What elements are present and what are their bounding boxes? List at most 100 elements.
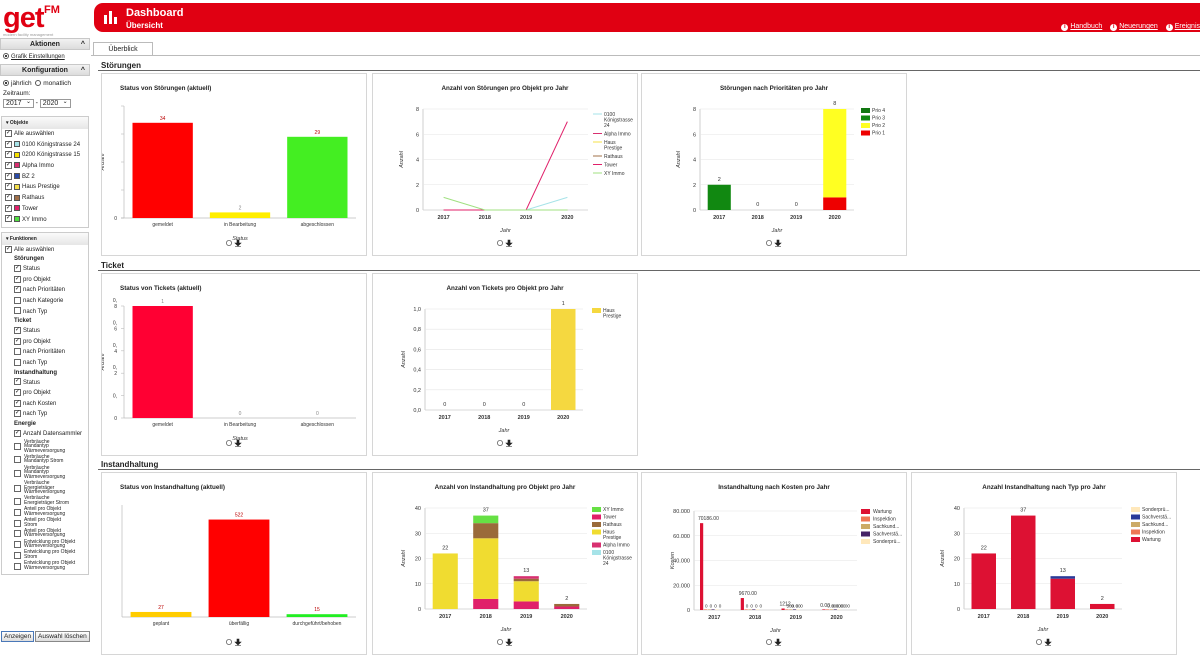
function-item[interactable]: ✓ nach Prioritäten xyxy=(2,285,88,296)
x-tick-label: 2017 xyxy=(978,614,990,620)
chart-footer-icons xyxy=(226,439,242,447)
function-item[interactable]: Verbräuche Mandantyp Wärmeversorgung xyxy=(2,465,88,481)
objekt-item[interactable]: ✓ 0100 Königstrasse 24 xyxy=(2,140,88,151)
legend-label: Rathaus xyxy=(604,154,623,160)
link-ereignis[interactable]: i Ereignis xyxy=(1165,23,1200,31)
function-item[interactable]: ✓ pro Objekt xyxy=(2,388,88,399)
function-label: Mandantyp xyxy=(24,443,49,450)
y-axis-label: Anzahl xyxy=(676,150,682,169)
function-item[interactable]: Verbräuche Energieträger Wärmeversorgung xyxy=(2,481,88,496)
bar xyxy=(755,609,760,610)
objekte-select-all[interactable]: ✓ Alle auswählen xyxy=(2,129,88,140)
function-item[interactable]: ✓ nach Typ xyxy=(2,409,88,420)
function-item[interactable]: nach Typ xyxy=(2,307,88,318)
checkbox-icon xyxy=(14,508,21,516)
radio-monatlich[interactable]: monatlich xyxy=(35,80,71,87)
chart-svg: Anzahl von Instandhaltung pro Objekt pro… xyxy=(401,484,632,646)
legend-label: Haus xyxy=(603,308,615,314)
konfiguration-header[interactable]: Konfiguration ^ xyxy=(0,64,90,76)
checkbox-icon xyxy=(14,443,21,451)
checkbox-icon xyxy=(14,307,21,315)
data-label: 0 xyxy=(800,604,803,609)
function-item[interactable]: Verbräuche Mandantyp Wärmeversorgung xyxy=(2,439,88,455)
function-item[interactable]: nach Typ xyxy=(2,358,88,369)
y-tick-label: 0 xyxy=(687,608,690,614)
y-axis-label: Anzahl xyxy=(102,353,106,372)
checkbox-icon xyxy=(14,456,21,464)
data-label: 0 xyxy=(483,402,486,408)
refresh-icon xyxy=(1036,638,1043,645)
anzeigen-button[interactable]: Anzeigen xyxy=(1,631,35,642)
aktionen-header[interactable]: Aktionen ^ xyxy=(0,38,90,50)
bar-segment xyxy=(823,109,847,198)
function-item[interactable]: ✓ Anzahl Datensammler xyxy=(2,429,88,440)
function-item[interactable]: ✓ Status xyxy=(2,326,88,337)
function-item[interactable]: Anteil pro Objekt Wärmeversorgung xyxy=(2,507,88,518)
x-tick-label: durchgeführt/behoben xyxy=(293,621,342,627)
legend-label: Sachkund... xyxy=(1142,522,1168,528)
objekt-item[interactable]: ✓ 0200 Königstrasse 15 xyxy=(2,150,88,161)
data-label: 0 xyxy=(795,202,798,208)
year-from-select[interactable]: 2017 xyxy=(3,98,34,108)
function-item[interactable]: Anteil pro Objekt Wärmeversorgung xyxy=(2,529,88,540)
legend-swatch xyxy=(592,514,601,520)
function-item[interactable]: Entwicklung pro Objekt Strom xyxy=(2,550,88,561)
grafik-einstellungen-link[interactable]: Grafik Einstellungen xyxy=(0,52,90,62)
objekt-item[interactable]: ✓ Rathaus xyxy=(2,193,88,204)
function-item[interactable]: ✓ pro Objekt xyxy=(2,337,88,348)
year-to-select[interactable]: 2020 xyxy=(39,98,71,108)
legend-swatch xyxy=(861,509,870,514)
objekte-header[interactable]: ▾ Objekte xyxy=(2,117,88,129)
function-item[interactable]: ✓ nach Kosten xyxy=(2,399,88,410)
info-icon: i xyxy=(1165,24,1173,31)
chart-title: Störungen nach Prioritäten pro Jahr xyxy=(720,85,829,92)
function-item[interactable]: ✓ Status xyxy=(2,378,88,389)
y-tick-label: 0, xyxy=(113,298,117,304)
function-item[interactable]: nach Prioritäten xyxy=(2,347,88,358)
function-item[interactable]: Entwicklung pro Objekt Wärmeversorgung xyxy=(2,561,88,572)
chart-title: Status von Tickets (aktuell) xyxy=(120,285,201,292)
y-tick-label: 6 xyxy=(693,132,696,138)
refresh-icon xyxy=(497,239,504,246)
objekt-item[interactable]: ✓ Alpha Immo xyxy=(2,161,88,172)
checkbox-icon xyxy=(14,296,21,304)
legend-label: Alpha Immo xyxy=(604,132,631,138)
function-label: nach Prioritäten xyxy=(23,349,66,356)
auswahl-loeschen-button[interactable]: Auswahl löschen xyxy=(35,631,90,642)
x-tick-label: 2017 xyxy=(708,615,720,621)
bar xyxy=(789,609,793,610)
objekt-item[interactable]: ✓ XY Immo xyxy=(2,215,88,226)
radio-jaehrlich[interactable]: jährlich xyxy=(3,80,32,87)
bar xyxy=(792,609,797,610)
function-item[interactable]: Verbräuche Mandantyp Strom xyxy=(2,455,88,466)
tab-bar-line xyxy=(91,55,1200,56)
checkbox-icon: ✓ xyxy=(14,275,21,283)
download-icon xyxy=(505,239,513,247)
y-tick-label: 20.000 xyxy=(673,583,690,589)
checkbox-icon xyxy=(14,469,21,477)
x-axis-label: Status xyxy=(232,436,248,442)
data-label: 522 xyxy=(235,513,244,519)
function-item[interactable]: ✓ Status xyxy=(2,264,88,275)
legend-label: Inspektion xyxy=(873,517,896,523)
tab-ueberblick[interactable]: Überblick xyxy=(93,42,153,56)
link-handbuch[interactable]: i Handbuch xyxy=(1061,23,1102,31)
function-item[interactable]: ✓ pro Objekt xyxy=(2,275,88,286)
function-item[interactable]: Entwicklung pro Objekt Wärmeversorgung xyxy=(2,539,88,551)
x-tick-label: 2019 xyxy=(1057,614,1069,620)
bar-segment xyxy=(1050,578,1075,609)
objekt-item[interactable]: ✓ Haus Prestige xyxy=(2,182,88,193)
function-item[interactable]: Anteil pro Objekt Strom xyxy=(2,518,88,529)
function-item[interactable]: Verbräuche Energieträger Strom xyxy=(2,496,88,507)
objekt-item[interactable]: ✓ BZ 2 xyxy=(2,172,88,183)
objekt-item[interactable]: ✓ Tower xyxy=(2,204,88,215)
data-label: 15 xyxy=(314,607,320,613)
link-neuerungen[interactable]: i Neuerungen xyxy=(1110,23,1158,31)
legend-label: 24 xyxy=(603,561,609,567)
y-axis-label: Anzahl xyxy=(399,150,405,169)
function-item[interactable]: nach Kategorie xyxy=(2,296,88,307)
y-tick-label: 40 xyxy=(954,506,960,512)
bar xyxy=(822,609,826,610)
funktionen-select-all[interactable]: ✓ Alle auswählen xyxy=(5,246,55,254)
funktionen-header[interactable]: ▾ Funktionen xyxy=(2,233,88,246)
